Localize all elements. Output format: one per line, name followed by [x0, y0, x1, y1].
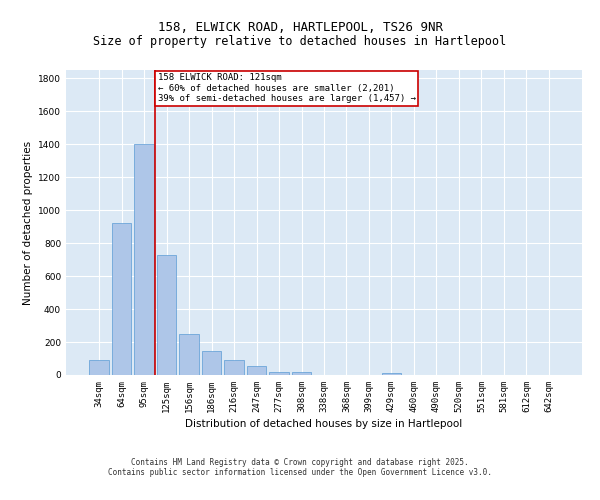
Bar	[179, 334, 199, 375]
Text: Size of property relative to detached houses in Hartlepool: Size of property relative to detached ho…	[94, 34, 506, 48]
Bar	[382, 374, 401, 375]
Bar	[89, 360, 109, 375]
Bar	[269, 372, 289, 375]
Bar	[224, 360, 244, 375]
Text: Contains HM Land Registry data © Crown copyright and database right 2025.: Contains HM Land Registry data © Crown c…	[131, 458, 469, 467]
Bar	[202, 351, 221, 375]
Bar	[247, 366, 266, 375]
Bar	[112, 222, 131, 375]
X-axis label: Distribution of detached houses by size in Hartlepool: Distribution of detached houses by size …	[185, 419, 463, 429]
Text: 158, ELWICK ROAD, HARTLEPOOL, TS26 9NR: 158, ELWICK ROAD, HARTLEPOOL, TS26 9NR	[157, 21, 443, 34]
Bar	[157, 254, 176, 375]
Text: Contains public sector information licensed under the Open Government Licence v3: Contains public sector information licen…	[108, 468, 492, 477]
Y-axis label: Number of detached properties: Number of detached properties	[23, 140, 32, 304]
Bar	[134, 144, 154, 375]
Bar	[292, 372, 311, 375]
Text: 158 ELWICK ROAD: 121sqm
← 60% of detached houses are smaller (2,201)
39% of semi: 158 ELWICK ROAD: 121sqm ← 60% of detache…	[158, 74, 416, 103]
